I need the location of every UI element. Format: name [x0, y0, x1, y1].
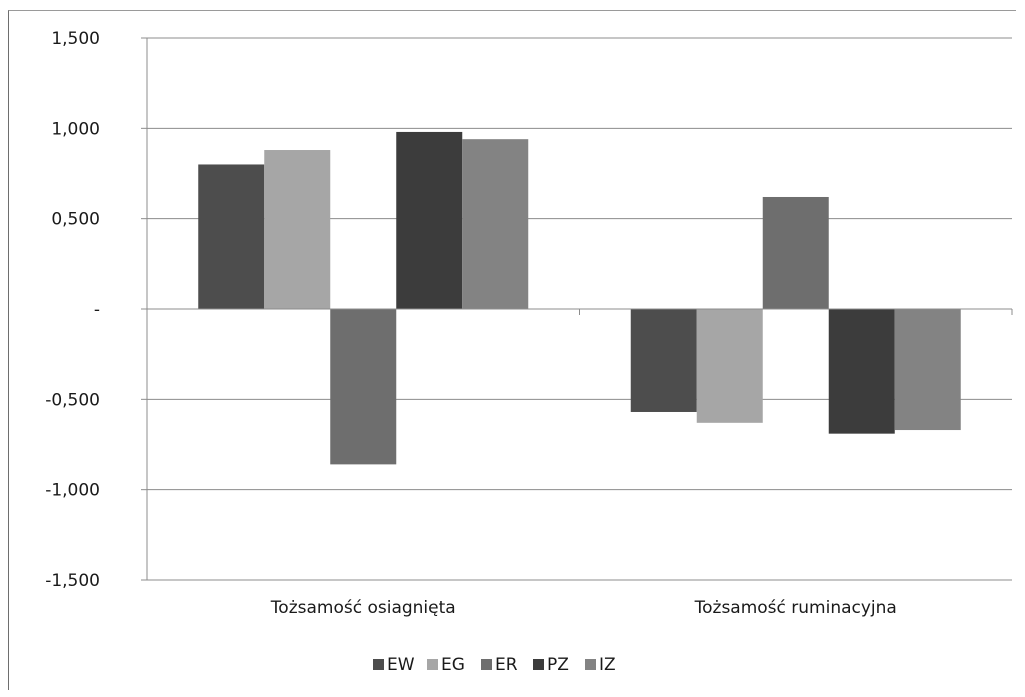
legend-label-pz: PZ — [547, 655, 569, 675]
y-tick-label: - — [94, 300, 100, 320]
axes — [141, 37, 1013, 581]
bar-pz — [828, 309, 895, 434]
y-tick-label: -1,000 — [45, 481, 100, 501]
y-tick-label: 1,000 — [51, 119, 100, 139]
bar-ew — [630, 309, 697, 412]
y-tick-label: 0,500 — [51, 210, 100, 230]
chart-frame — [8, 10, 1016, 690]
bar-er — [330, 309, 397, 465]
category-label: Tożsamość osiagnięta — [270, 598, 456, 618]
legend-swatch-er — [481, 659, 492, 670]
legend: EW EG ER PZ IZ — [373, 655, 616, 675]
bar-ew — [198, 164, 265, 309]
bar-iz — [462, 139, 529, 309]
legend-label-er: ER — [495, 655, 518, 675]
axis-labels: 1,500 1,000 0,500 - -0,500 -1,000 -1,500 Tożsam… — [45, 29, 897, 618]
y-tick-label: -0,500 — [45, 390, 100, 410]
bars — [198, 131, 961, 465]
y-tick-label: -1,500 — [45, 571, 100, 591]
bar-pz — [396, 131, 463, 309]
legend-swatch-ew — [373, 659, 384, 670]
bar-eg — [264, 150, 331, 309]
category-label: Tożsamość ruminacyjna — [694, 598, 897, 618]
y-tick-label: 1,500 — [51, 29, 100, 49]
legend-label-ew: EW — [387, 655, 415, 675]
legend-swatch-iz — [585, 659, 596, 670]
legend-label-iz: IZ — [599, 655, 616, 675]
legend-swatch-eg — [427, 659, 438, 670]
legend-label-eg: EG — [441, 655, 465, 675]
bar-eg — [696, 309, 763, 423]
legend-swatch-pz — [533, 659, 544, 670]
bar-er — [762, 196, 829, 309]
bar-iz — [894, 309, 961, 431]
